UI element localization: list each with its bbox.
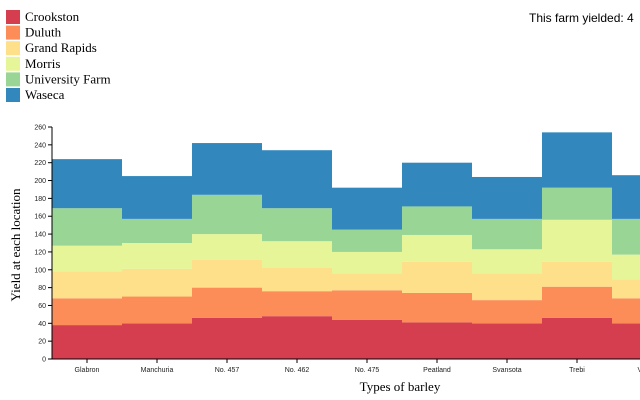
area-step (122, 176, 192, 219)
area-step (262, 267, 332, 292)
legend-swatch (6, 25, 20, 40)
y-tick-label: 120 (34, 249, 46, 256)
area-step (402, 234, 472, 262)
y-axis-label: Yield at each location (8, 188, 23, 301)
y-tick-label: 140 (34, 232, 46, 239)
area-step (402, 322, 472, 359)
area-step (52, 271, 122, 299)
area-step (402, 261, 472, 293)
area-step (612, 279, 640, 299)
y-tick-label: 40 (38, 321, 46, 328)
area-step (122, 323, 192, 359)
x-tick-label: No. 462 (285, 367, 310, 374)
y-tick-label: 220 (34, 160, 46, 167)
area-step (52, 298, 122, 326)
legend-label: Waseca (25, 87, 65, 102)
legend-label: Duluth (25, 25, 62, 40)
area-step (52, 159, 122, 209)
x-tick-label: Svansota (492, 367, 521, 374)
area-step (612, 298, 640, 324)
legend-swatch (6, 88, 20, 102)
y-tick-label: 0 (42, 357, 46, 364)
area-step (402, 206, 472, 235)
axes: Glabron Manchuria No. 457 No. 462 No. 475 Pea… (34, 125, 640, 374)
legend-label: Crookston (25, 9, 80, 24)
y-tick-label: 180 (34, 196, 46, 203)
y-tick-label: 240 (34, 142, 46, 149)
area-step (472, 273, 542, 301)
y-tick-label: 200 (34, 178, 46, 185)
area-step (192, 143, 262, 195)
area-step (472, 300, 542, 324)
area-step (612, 175, 640, 219)
y-tick-label: 100 (34, 267, 46, 274)
y-tick-label: 20 (38, 339, 46, 346)
area-step (192, 194, 262, 235)
y-tick-label: 60 (38, 303, 46, 310)
area-step (52, 208, 122, 246)
y-tick-label: 160 (34, 214, 46, 221)
x-tick-label: No. 475 (355, 367, 380, 374)
area-step (262, 150, 332, 209)
area-step (122, 243, 192, 269)
legend-label: Grand Rapids (25, 40, 97, 55)
area-step (542, 219, 612, 262)
x-tick-label: Manchuria (141, 367, 174, 374)
x-tick-label: Velvet (637, 367, 640, 374)
area-step (122, 268, 192, 297)
x-axis-label: Types of barley (360, 379, 441, 394)
area-step (542, 286, 612, 318)
legend-swatch (6, 10, 20, 24)
area-step (262, 291, 332, 317)
area-step (122, 296, 192, 324)
x-tick-label: No. 457 (215, 367, 240, 374)
legend-swatch (6, 41, 20, 56)
x-tick-label: Glabron (75, 367, 100, 374)
area-step (542, 317, 612, 359)
area-step (612, 323, 640, 359)
area-step (192, 287, 262, 318)
area-step (542, 261, 612, 287)
area-step (332, 251, 402, 274)
area-step (612, 254, 640, 280)
area-step (472, 323, 542, 359)
area-step (332, 273, 402, 291)
area-step (402, 292, 472, 323)
area-step (472, 218, 542, 250)
info-text: This farm yielded: 4 (529, 11, 634, 25)
legend-label: Morris (25, 56, 60, 71)
x-tick-label: Peatland (423, 367, 451, 374)
area-step (332, 319, 402, 359)
area-step (192, 259, 262, 288)
area-step (472, 176, 542, 219)
area-step (542, 187, 612, 220)
area-step (542, 132, 612, 188)
y-tick-label: 80 (38, 285, 46, 292)
legend-swatch (6, 72, 20, 87)
area-step (262, 316, 332, 359)
plot-area (52, 132, 640, 359)
area-step (472, 249, 542, 274)
x-tick-label: Trebi (569, 367, 585, 374)
area-step (52, 325, 122, 359)
area-step (402, 162, 472, 207)
area-step (122, 218, 192, 243)
area-step (332, 229, 402, 252)
legend-label: University Farm (25, 71, 111, 86)
area-step (612, 218, 640, 255)
area-step (192, 317, 262, 359)
area-step (52, 245, 122, 272)
area-step (262, 241, 332, 268)
legend-swatch (6, 56, 20, 71)
area-step (262, 208, 332, 242)
y-tick-label: 260 (34, 125, 46, 132)
area-step (192, 234, 262, 260)
area-step (332, 187, 402, 230)
area-step (332, 290, 402, 320)
